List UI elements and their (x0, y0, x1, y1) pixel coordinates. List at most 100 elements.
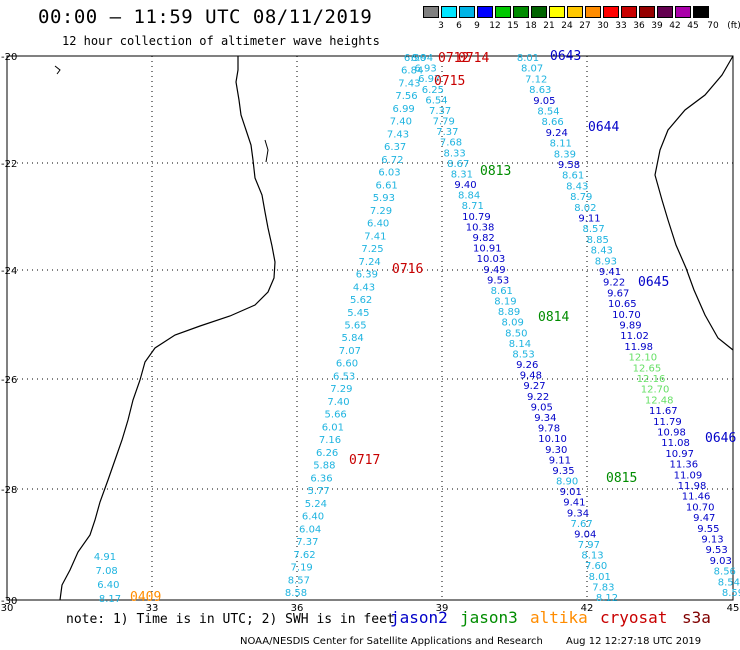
swh-value: 9.67 (607, 288, 629, 299)
legend-label: 24 (561, 21, 573, 31)
swh-value: 6.39 (356, 270, 378, 281)
swh-value: 10.38 (466, 222, 495, 233)
swh-value: 8.61 (491, 286, 513, 297)
swh-value: 9.34 (534, 413, 556, 424)
legend-label: 36 (633, 21, 645, 31)
swh-value: 5.45 (347, 308, 369, 319)
pass-time-label: 0716 (392, 262, 423, 277)
swh-value: 8.12 (596, 593, 618, 604)
swh-value: 7.29 (330, 384, 352, 395)
swh-value: 6.40 (367, 219, 389, 230)
legend-swatch (693, 6, 709, 18)
legend-swatch (477, 6, 493, 18)
swh-value: 6.93 (414, 64, 436, 75)
swh-value: 7.08 (96, 566, 118, 577)
swh-value: 8.58 (285, 588, 307, 599)
swh-value: 12.10 (628, 353, 657, 364)
swh-value: 5.88 (313, 461, 335, 472)
lon-tick-label: 45 (727, 603, 740, 614)
swh-value: 8.90 (556, 477, 578, 488)
legend-unit: (ft) (727, 21, 740, 31)
swh-value: 6.90 (404, 53, 426, 64)
swh-value: 6.60 (336, 359, 358, 370)
swh-value: 9.78 (538, 424, 560, 435)
swh-value: 8.01 (517, 53, 539, 64)
swh-value: 7.97 (578, 540, 600, 551)
swh-value: 8.07 (521, 64, 543, 75)
swh-value: 8.54 (718, 577, 740, 588)
legend-swatch (459, 6, 475, 18)
swh-value: 9.24 (546, 128, 568, 139)
swh-value: 9.27 (523, 381, 545, 392)
swh-value: 6.54 (425, 95, 447, 106)
lat-tick-label: -30 (1, 596, 17, 607)
map-frame (6, 55, 734, 601)
swh-value: 9.34 (567, 508, 589, 519)
swh-value: 5.66 (325, 410, 347, 421)
pass-time-label: 0643 (550, 49, 581, 64)
swh-value: 7.40 (390, 117, 412, 128)
swh-value: 6.99 (393, 104, 415, 115)
swh-value: 6.36 (310, 473, 332, 484)
legend-swatch (603, 6, 619, 18)
swh-value: 10.65 (608, 299, 637, 310)
chart-title: 00:00 – 11:59 UTC 08/11/2019 (38, 6, 373, 28)
swh-value: 9.53 (705, 545, 727, 556)
swh-value: 7.16 (319, 435, 341, 446)
footer-sat-jason3: jason3 (460, 608, 518, 627)
legend-swatch (585, 6, 601, 18)
pass-time-label: 0715 (434, 74, 465, 89)
swh-value: 11.98 (678, 481, 707, 492)
swh-value: 7.56 (395, 91, 417, 102)
swh-value: 6.53 (333, 371, 355, 382)
swh-value: 9.41 (563, 498, 585, 509)
pass-time-label: 0644 (588, 120, 619, 135)
swh-value: 8.33 (444, 148, 466, 159)
swh-value: 9.01 (560, 487, 582, 498)
swh-value: 7.40 (327, 397, 349, 408)
swh-value: 8.17 (99, 594, 121, 605)
swh-value: 9.04 (574, 529, 596, 540)
footer-timestamp: Aug 12 12:27:18 UTC 2019 (566, 636, 702, 647)
lat-tick-label: -24 (1, 266, 17, 277)
swh-value: 8.01 (589, 572, 611, 583)
footer-credit: NOAA/NESDIS Center for Satellite Applica… (240, 636, 543, 647)
africa-coastline (59, 56, 276, 601)
legend-label: 3 (438, 21, 444, 31)
swh-value: 7.24 (359, 257, 381, 268)
swh-value: 7.83 (592, 582, 614, 593)
swh-value: 10.70 (686, 502, 715, 513)
pass-time-label: 0646 (705, 431, 736, 446)
swh-value: 7.67 (570, 519, 592, 530)
footer-sat-altika: altika (530, 608, 588, 627)
swh-value: 6.61 (376, 180, 398, 191)
swh-value: 8.09 (502, 318, 524, 329)
swh-value: 8.14 (509, 339, 531, 350)
lon-tick-label: 30 (1, 603, 14, 614)
swh-value: 6.94 (411, 53, 433, 64)
legend-swatch (675, 6, 691, 18)
legend-label: 27 (579, 21, 591, 31)
swh-value: 8.54 (537, 107, 559, 118)
legend-label: 12 (489, 21, 501, 31)
lon-tick-label: 39 (436, 603, 449, 614)
lat-tick-label: -26 (1, 375, 17, 386)
swh-value: 9.05 (533, 96, 555, 107)
swh-value: 11.36 (669, 460, 698, 471)
swh-value: 9.11 (578, 214, 600, 225)
lon-tick-label: 36 (291, 603, 304, 614)
swh-value: 7.37 (436, 127, 458, 138)
lat-tick-label: -28 (1, 485, 17, 496)
swh-value: 6.40 (302, 512, 324, 523)
swh-value: 8.61 (562, 171, 584, 182)
swh-value: 10.70 (612, 310, 641, 321)
lon-tick-label: 33 (146, 603, 159, 614)
swh-value: 4.43 (353, 282, 375, 293)
legend-label: 33 (615, 21, 627, 31)
swh-value: 7.41 (364, 231, 386, 242)
swh-value: 8.89 (498, 307, 520, 318)
swh-value: 6.01 (322, 422, 344, 433)
legend-swatch (621, 6, 637, 18)
pass-time-label: 0813 (480, 164, 511, 179)
swh-value: 9.58 (558, 160, 580, 171)
